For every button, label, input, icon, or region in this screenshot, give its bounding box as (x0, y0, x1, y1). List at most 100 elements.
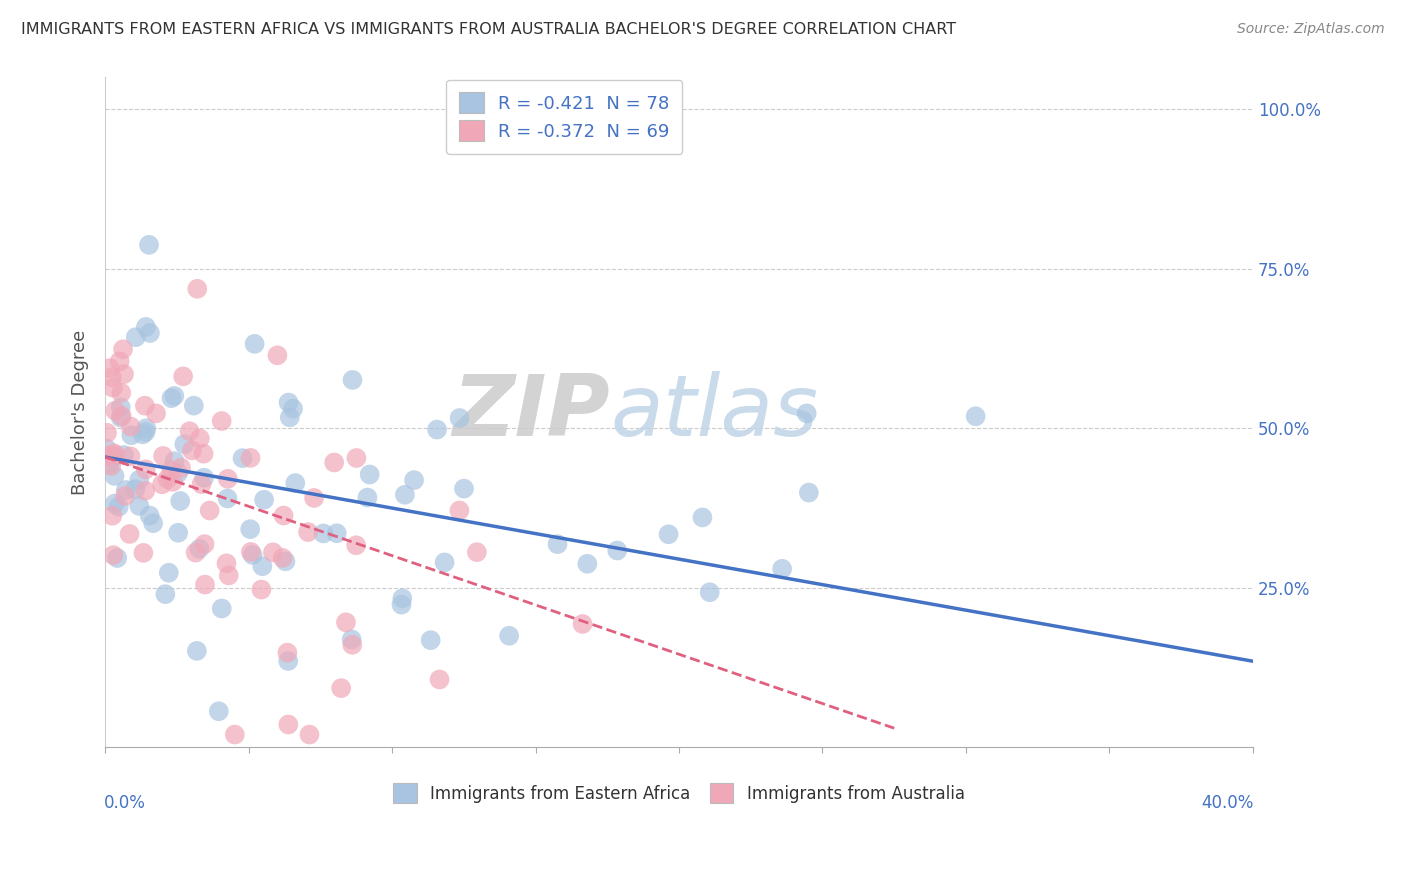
Point (107, 500, 129, 514)
Point (145, 406, 167, 420)
Point (135, 462, 157, 476)
Point (114, 489, 136, 503)
Point (98, 361, 121, 376)
Point (169, 494, 191, 508)
Point (419, 633, 441, 648)
Point (104, 448, 127, 462)
Point (297, 524, 319, 539)
Point (179, 424, 201, 438)
Point (167, 467, 190, 481)
Point (342, 638, 364, 652)
Point (170, 460, 193, 475)
Text: ZIP: ZIP (453, 371, 610, 454)
Text: 40.0%: 40.0% (1202, 794, 1254, 813)
Point (356, 491, 378, 505)
Point (103, 469, 125, 483)
Point (172, 369, 194, 384)
Point (323, 455, 346, 469)
Point (404, 473, 426, 487)
Point (346, 450, 368, 465)
Point (125, 330, 148, 344)
Point (160, 391, 183, 405)
Point (224, 728, 246, 742)
Point (359, 467, 381, 482)
Point (128, 473, 150, 487)
Point (135, 319, 157, 334)
Point (193, 471, 215, 485)
Text: atlas: atlas (610, 371, 818, 454)
Point (110, 401, 132, 415)
Point (152, 449, 174, 463)
Point (252, 559, 274, 574)
Point (278, 410, 301, 425)
Point (183, 399, 205, 413)
Point (433, 555, 456, 569)
Point (658, 527, 681, 541)
Point (253, 492, 276, 507)
Point (112, 343, 135, 357)
Legend: Immigrants from Eastern Africa, Immigrants from Australia: Immigrants from Eastern Africa, Immigran… (384, 773, 974, 813)
Point (193, 447, 215, 461)
Point (135, 421, 157, 435)
Point (111, 409, 134, 423)
Point (139, 326, 162, 340)
Point (239, 450, 262, 465)
Point (692, 510, 714, 524)
Point (571, 616, 593, 631)
Point (325, 526, 347, 541)
Point (112, 367, 135, 381)
Point (97, 449, 120, 463)
Point (281, 401, 304, 416)
Point (239, 545, 262, 559)
Text: 0.0%: 0.0% (104, 794, 146, 813)
Point (134, 425, 156, 439)
Point (150, 477, 173, 491)
Point (340, 632, 363, 647)
Point (335, 615, 357, 630)
Point (100, 458, 122, 473)
Point (449, 503, 471, 517)
Y-axis label: Bachelor's Degree: Bachelor's Degree (72, 330, 89, 495)
Point (142, 516, 165, 531)
Point (138, 237, 160, 252)
Point (100, 370, 122, 384)
Point (110, 410, 132, 425)
Point (796, 406, 818, 420)
Point (215, 557, 238, 571)
Point (262, 545, 284, 559)
Point (276, 646, 298, 660)
Point (118, 527, 141, 541)
Point (274, 554, 297, 568)
Point (128, 499, 150, 513)
Point (231, 451, 253, 466)
Point (391, 591, 413, 606)
Point (101, 450, 124, 465)
Point (284, 476, 307, 491)
Text: Source: ZipAtlas.com: Source: ZipAtlas.com (1237, 22, 1385, 37)
Point (188, 541, 211, 556)
Point (965, 409, 987, 424)
Point (211, 601, 233, 615)
Point (134, 399, 156, 413)
Point (277, 654, 299, 668)
Point (120, 419, 142, 434)
Point (342, 373, 364, 387)
Point (194, 577, 217, 591)
Point (429, 673, 451, 687)
Point (98, 457, 121, 471)
Point (449, 411, 471, 425)
Point (330, 681, 353, 695)
Point (120, 450, 142, 464)
Point (211, 414, 233, 428)
Point (132, 427, 155, 442)
Point (134, 483, 156, 498)
Point (96, 425, 118, 440)
Point (124, 482, 146, 496)
Point (110, 385, 132, 400)
Point (498, 629, 520, 643)
Point (250, 582, 273, 597)
Point (797, 485, 820, 500)
Point (184, 545, 207, 559)
Point (103, 548, 125, 562)
Point (120, 428, 142, 442)
